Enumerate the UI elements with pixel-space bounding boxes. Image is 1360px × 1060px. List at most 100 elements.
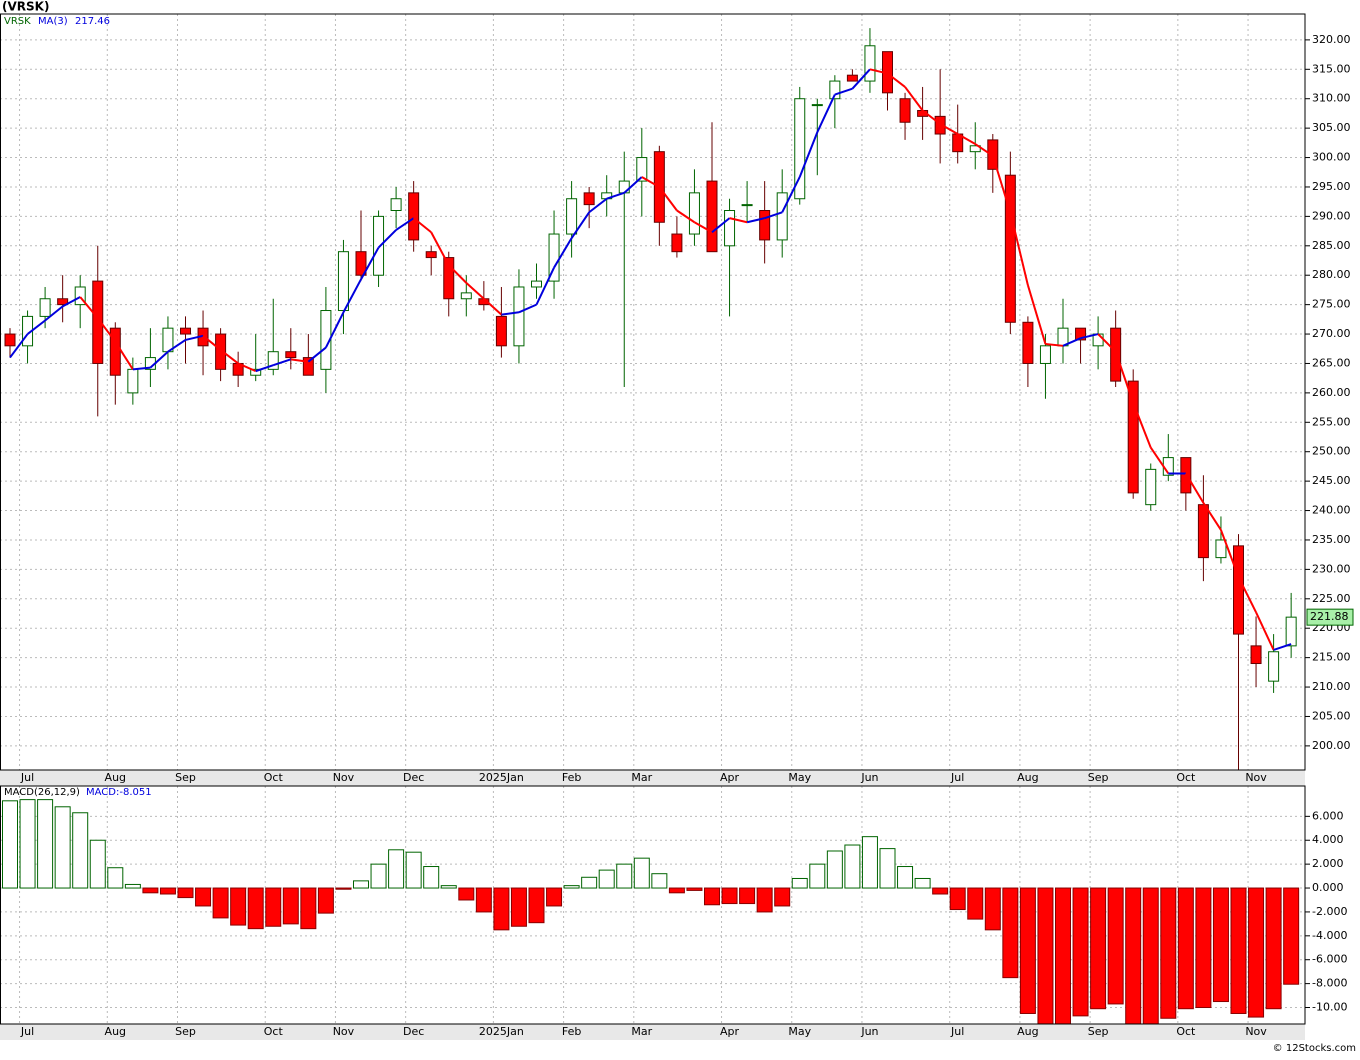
macd-bar bbox=[89, 839, 106, 889]
x-tick-label: Oct bbox=[264, 1025, 284, 1038]
y-tick-label: 305.00 bbox=[1312, 121, 1351, 134]
ma-segment bbox=[149, 350, 169, 369]
macd-bar bbox=[54, 806, 71, 889]
x-tick-label: 2025Jan bbox=[479, 1025, 524, 1038]
candle-body bbox=[846, 74, 858, 82]
y-tick-label: 270.00 bbox=[1312, 327, 1351, 340]
ma-segment bbox=[1045, 343, 1064, 347]
macd-bar bbox=[651, 873, 668, 889]
ma-segment bbox=[395, 217, 415, 231]
y-tick-label: 290.00 bbox=[1312, 209, 1351, 222]
macd-bar bbox=[809, 863, 826, 889]
macd-bar bbox=[1107, 887, 1124, 1005]
macd-bar bbox=[686, 887, 703, 891]
macd-bar bbox=[774, 887, 791, 907]
macd-bar bbox=[335, 887, 352, 890]
macd-bar bbox=[72, 812, 89, 889]
macd-bar bbox=[721, 887, 738, 905]
x-tick-label: Dec bbox=[403, 1025, 424, 1038]
candle-body bbox=[741, 204, 753, 207]
y-tick-label: 0.000 bbox=[1312, 881, 1344, 894]
y-tick-label: -8.000 bbox=[1312, 977, 1347, 990]
y-tick-label: 250.00 bbox=[1312, 445, 1351, 458]
macd-bar bbox=[475, 887, 492, 913]
macd-bar bbox=[510, 887, 527, 927]
candle-body bbox=[425, 251, 437, 259]
last-price: 221.88 bbox=[1310, 610, 1349, 623]
ma-segment bbox=[237, 362, 257, 373]
candle-body bbox=[180, 327, 191, 335]
macd-bar bbox=[440, 885, 457, 889]
macd-bar bbox=[949, 887, 966, 911]
macd-bar bbox=[1283, 887, 1300, 985]
x-tick-label: Feb bbox=[562, 1025, 581, 1038]
macd-bar bbox=[19, 799, 36, 889]
macd-bar bbox=[458, 887, 475, 901]
y-tick-label: 235.00 bbox=[1312, 533, 1351, 546]
ma-segment bbox=[746, 217, 765, 224]
candle-body bbox=[618, 180, 630, 194]
macd-bar bbox=[230, 887, 247, 926]
ma-segment bbox=[9, 333, 29, 359]
candle-body bbox=[285, 351, 297, 359]
candle-body bbox=[337, 251, 349, 312]
macd-bar bbox=[159, 887, 176, 895]
candle-body bbox=[864, 45, 876, 82]
ma-segment bbox=[114, 341, 134, 370]
candle-body bbox=[4, 333, 16, 347]
x-tick-label: Jun bbox=[860, 1025, 878, 1038]
x-tick-label: Jul bbox=[950, 1025, 964, 1038]
ma-segment bbox=[851, 68, 871, 90]
macd-bar bbox=[581, 876, 598, 889]
candle-body bbox=[899, 98, 911, 123]
candle-body bbox=[811, 104, 823, 107]
macd-bar bbox=[1090, 887, 1107, 1010]
macd-bar bbox=[1072, 887, 1089, 1017]
ma-segment bbox=[1255, 611, 1275, 651]
ma-segment bbox=[693, 221, 713, 234]
y-tick-label: 200.00 bbox=[1312, 739, 1351, 752]
ma-segment bbox=[1062, 337, 1081, 347]
candle-body bbox=[688, 192, 700, 235]
ma-segment bbox=[886, 72, 906, 88]
ma-segment bbox=[1097, 333, 1117, 353]
candle-body bbox=[74, 286, 86, 306]
ma-segment bbox=[1202, 502, 1222, 531]
macd-bar bbox=[1160, 887, 1177, 1019]
candle-body bbox=[1004, 174, 1016, 323]
ma-segment bbox=[869, 68, 888, 75]
macd-bar bbox=[704, 887, 720, 906]
candle-body bbox=[320, 310, 332, 370]
ma-segment bbox=[26, 319, 46, 335]
candle-body bbox=[92, 280, 104, 364]
legend-ma-value: 217.46 bbox=[75, 16, 110, 27]
candle-body bbox=[1233, 545, 1244, 635]
candle-body bbox=[566, 198, 578, 235]
candle-body bbox=[408, 192, 420, 241]
x-tick-label: May bbox=[788, 1025, 811, 1038]
x-tick-label: Mar bbox=[631, 1025, 652, 1038]
ma-segment bbox=[711, 217, 731, 234]
x-tick-label: Jul bbox=[950, 771, 964, 784]
candle-body bbox=[1039, 345, 1051, 364]
panel-title: MACD(26,12,9) bbox=[4, 787, 80, 798]
ma-segment bbox=[834, 87, 853, 96]
chart-title: (VRSK) bbox=[2, 0, 49, 14]
macd-bar bbox=[405, 851, 422, 889]
x-tick-label: Apr bbox=[720, 1025, 740, 1038]
x-tick-label: Aug bbox=[1017, 771, 1038, 784]
x-tick-label: Oct bbox=[1176, 771, 1196, 784]
macd-bar bbox=[247, 887, 264, 930]
y-tick-label: 225.00 bbox=[1312, 592, 1351, 605]
ma-segment bbox=[974, 143, 994, 157]
candle-body bbox=[583, 192, 595, 206]
macd-bar bbox=[826, 850, 843, 889]
macd-bar bbox=[528, 887, 545, 924]
y-tick-label: 280.00 bbox=[1312, 268, 1351, 281]
y-tick-label: 255.00 bbox=[1312, 415, 1351, 428]
y-tick-label: 320.00 bbox=[1312, 33, 1351, 46]
macd-bar bbox=[1265, 887, 1282, 1010]
macd-bar bbox=[897, 866, 914, 889]
y-tick-label: 210.00 bbox=[1312, 680, 1351, 693]
